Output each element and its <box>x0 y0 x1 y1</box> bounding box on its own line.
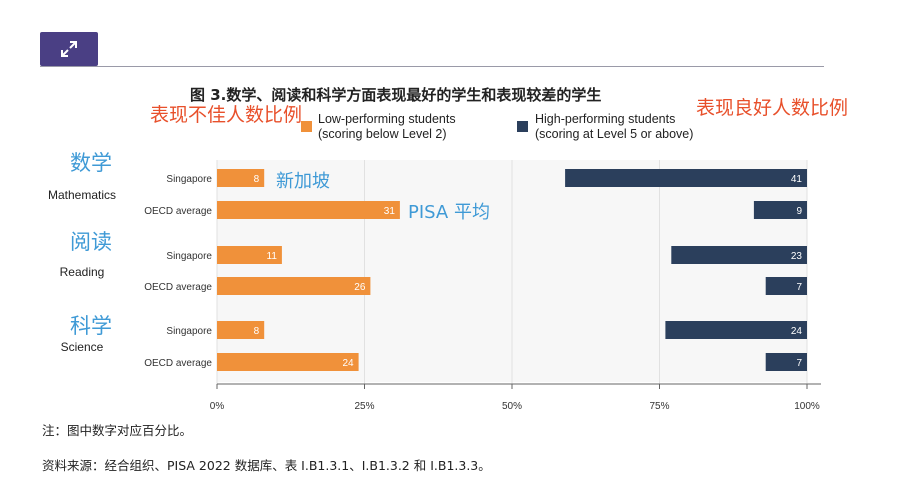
annotation-oecd: PISA 平均 <box>408 202 490 223</box>
low-bar <box>217 169 265 187</box>
bar-data-label: 8 <box>254 326 260 337</box>
annotation-right-header: 表现良好人数比例 <box>696 97 848 119</box>
low-bar <box>217 277 371 295</box>
chart-title: 图 3.数学、阅读和科学方面表现最好的学生和表现较差的学生 <box>190 86 601 104</box>
high-bar <box>753 201 807 219</box>
high-bar <box>765 277 807 295</box>
category-label: Singapore <box>166 326 212 337</box>
high-bar <box>665 321 807 339</box>
category-label: OECD average <box>144 206 212 217</box>
group-label: Reading <box>60 265 105 279</box>
bar-data-label: 23 <box>791 251 803 262</box>
x-tick-label: 50% <box>502 401 522 412</box>
data-source: 资料来源：经合组织、PISA 2022 数据库、表 I.B1.3.1、I.B1.… <box>42 458 491 473</box>
low-bar <box>217 321 265 339</box>
x-tick-label: 75% <box>649 401 669 412</box>
annotation-left-header: 表现不佳人数比例 <box>150 104 302 126</box>
category-label: Singapore <box>166 174 212 185</box>
group-label-cn: 阅读 <box>70 230 112 254</box>
low-bar <box>217 201 400 219</box>
expand-arrows-icon <box>61 41 77 57</box>
bar-data-label: 41 <box>791 174 803 185</box>
low-bar <box>217 353 359 371</box>
legend-sub-high: (scoring at Level 5 or above) <box>535 127 693 141</box>
category-label: Singapore <box>166 251 212 262</box>
bar-data-label: 11 <box>267 251 278 262</box>
expand-button[interactable] <box>40 32 98 66</box>
bar-data-label: 24 <box>791 326 803 337</box>
category-label: OECD average <box>144 358 212 369</box>
high-bar <box>565 169 807 187</box>
group-label-cn: 科学 <box>70 314 112 338</box>
group-label: Mathematics <box>48 188 116 202</box>
legend-swatch-high <box>517 121 528 132</box>
bar-data-label: 9 <box>796 206 802 217</box>
bar-data-label: 31 <box>384 206 396 217</box>
high-bar <box>671 246 807 264</box>
category-label: OECD average <box>144 282 212 293</box>
bar-data-label: 24 <box>342 358 354 369</box>
group-label: Science <box>61 340 104 354</box>
legend-label-low: Low-performing students <box>318 112 456 126</box>
bar-data-label: 7 <box>796 358 802 369</box>
bar-data-label: 7 <box>796 282 802 293</box>
bar-chart: 0% 25% 50% 75% 100% 8 31 11 26 8 24 41 9 23 7 24 7 Singap… <box>48 86 848 412</box>
legend-sub-low: (scoring below Level 2) <box>318 127 447 141</box>
x-tick-label: 100% <box>794 401 820 412</box>
legend-swatch-low <box>301 121 312 132</box>
annotation-singapore: 新加坡 <box>276 171 330 192</box>
chart-note: 注：图中数字对应百分比。 <box>42 423 193 438</box>
x-tick-label: 25% <box>354 401 374 412</box>
toolbar <box>40 32 824 67</box>
bar-data-label: 26 <box>354 282 366 293</box>
x-tick-label: 0% <box>210 401 225 412</box>
bar-data-label: 8 <box>254 174 260 185</box>
high-bar <box>765 353 807 371</box>
low-bar <box>217 246 282 264</box>
legend-label-high: High-performing students <box>535 112 675 126</box>
group-label-cn: 数学 <box>70 151 112 175</box>
